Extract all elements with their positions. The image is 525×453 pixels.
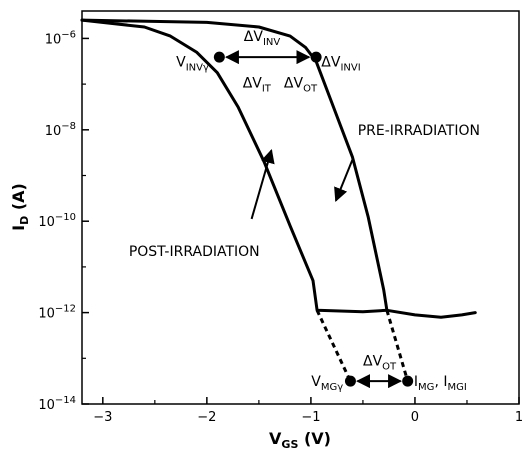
annotation-vinvg: VINVγ — [176, 54, 209, 73]
data-point-1 — [213, 51, 225, 63]
y-tick-base: 10 — [38, 215, 55, 230]
annotation-text: MGI — [447, 382, 466, 393]
annotation-text: , I — [434, 374, 447, 390]
y-tick-label: 10−8 — [45, 121, 76, 139]
pointer-arrow-pre — [334, 159, 354, 202]
x-tick-label: −1 — [301, 410, 320, 425]
data-point-4 — [402, 375, 414, 387]
annotation-vot2: ΔVOT — [363, 354, 397, 373]
y-tick-label: 10−12 — [38, 304, 76, 322]
y-axis-title: ID (A) — [9, 183, 31, 231]
annotation-img: IMG, IMGI — [414, 374, 467, 393]
x-axis-title-unit: (V) — [298, 429, 331, 448]
annotation-text: I — [414, 374, 418, 390]
annotation-text: MG — [418, 382, 434, 393]
y-tick-label: 10−10 — [38, 212, 76, 230]
y-tick-power: −10 — [55, 212, 76, 223]
y-tick-base: 10 — [38, 307, 55, 322]
annotation-text: INVγ — [186, 62, 209, 73]
series-line-post-extrapolation — [315, 309, 352, 382]
annotation-vot1: ΔVOT — [284, 76, 318, 95]
x-tick-label: −2 — [197, 410, 216, 425]
y-tick-power: −14 — [55, 395, 76, 406]
y-tick-base: 10 — [45, 32, 62, 47]
y-tick-label: 10−14 — [38, 395, 76, 413]
data-point-3 — [344, 375, 356, 387]
annotation-vinv: ΔVINV — [244, 29, 281, 48]
x-tick-label: 1 — [515, 410, 523, 425]
annotation-text: IT — [262, 84, 272, 95]
y-axis-title-sub: D — [18, 216, 31, 225]
x-tick-label: 0 — [411, 410, 419, 425]
annotation-text: V — [176, 54, 186, 70]
series-layer — [80, 18, 477, 389]
annotation-text: OT — [382, 362, 397, 373]
annotation-text: ΔV — [243, 76, 263, 92]
y-tick-power: −12 — [55, 304, 76, 315]
x-axis-title-main: V — [269, 429, 282, 448]
x-tick-label: −3 — [93, 410, 112, 425]
series-line-pre-extrapolation — [385, 309, 410, 382]
x-axis-title: VGS (V) — [269, 429, 331, 451]
annotation-vmg: VMGγ — [311, 374, 343, 393]
pointer-arrow-post — [250, 149, 275, 220]
annotation-text: ΔV — [244, 29, 264, 45]
annotation-vit: ΔVIT — [243, 76, 272, 95]
y-tick-power: −8 — [61, 121, 76, 132]
x-axis-title-sub: GS — [281, 438, 298, 451]
annotation-text: V — [311, 374, 321, 390]
annotation-text: INVI — [340, 62, 360, 73]
annotation-post: POST-IRRADIATION — [129, 244, 260, 260]
plot-frame — [81, 10, 520, 405]
y-tick-label: 10−6 — [45, 29, 76, 47]
annotation-text: OT — [303, 84, 318, 95]
annotation-layer: PRE-IRRADIATIONPOST-IRRADIATIONΔVINVVINV… — [129, 29, 480, 393]
y-tick-base: 10 — [45, 124, 62, 139]
annotation-text: ΔV — [363, 354, 383, 370]
annotation-text: ΔV — [284, 76, 304, 92]
y-tick-power: −6 — [61, 29, 76, 40]
data-point-2 — [310, 51, 322, 63]
annotation-pre: PRE-IRRADIATION — [358, 123, 480, 139]
series-line-post-irradiation — [80, 18, 477, 319]
annotation-text: ΔV — [321, 54, 341, 70]
annotation-text: POST-IRRADIATION — [129, 244, 260, 260]
annotation-text: INV — [263, 37, 280, 48]
y-tick-base: 10 — [38, 398, 55, 413]
y-axis-title-unit: (A) — [9, 183, 28, 216]
annotation-text: MGγ — [321, 382, 343, 393]
y-axis-title-main: I — [9, 225, 28, 231]
annotation-text: PRE-IRRADIATION — [358, 123, 480, 139]
annotation-vinvi: ΔVINVI — [321, 54, 360, 73]
